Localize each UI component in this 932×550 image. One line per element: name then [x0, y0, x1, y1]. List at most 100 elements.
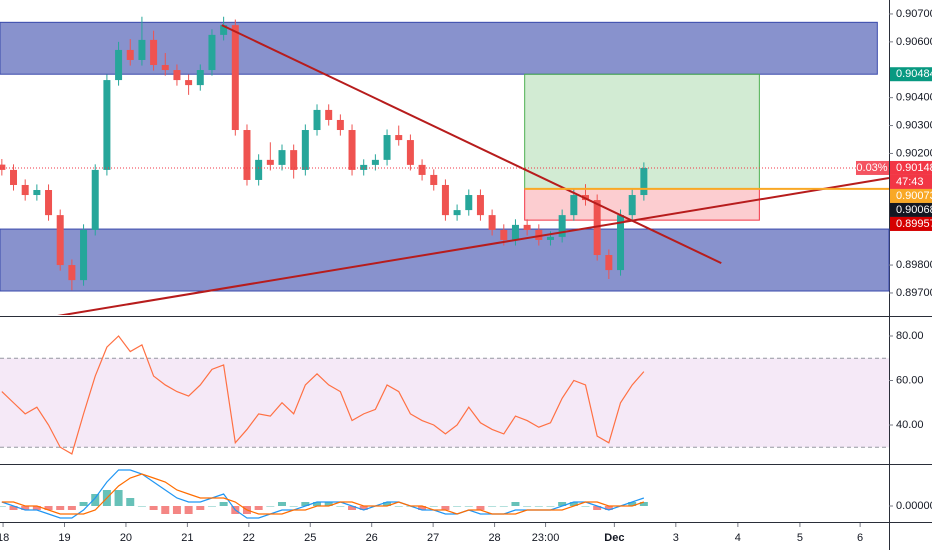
price-tag-label: 0.89957 [896, 218, 932, 230]
candle-body [138, 39, 146, 60]
candle-body [220, 25, 228, 35]
histogram-bar [254, 506, 263, 510]
y-tick-label: 40.00 [896, 419, 924, 431]
price-tag [890, 202, 932, 217]
histogram-bar [0, 506, 6, 507]
x-tick-label: 28 [488, 532, 500, 544]
axis: 80.00 60.00 40.00 [889, 330, 924, 431]
change-label: 0.03% [856, 162, 887, 174]
histogram-bar [32, 506, 41, 510]
histogram-bar [511, 502, 520, 506]
pane [0, 16, 890, 315]
histogram-bar [628, 502, 637, 506]
histogram-bar [114, 490, 123, 506]
histogram-bar [359, 506, 368, 510]
x-tick-label: 3 [673, 532, 679, 544]
candle-body [150, 39, 158, 66]
histogram-bar [569, 502, 578, 506]
candle-body [68, 265, 76, 281]
candle-body [161, 65, 169, 71]
candle-body [395, 135, 403, 141]
candle-body [371, 159, 379, 165]
candle-body [231, 25, 239, 131]
histogram-bar [499, 506, 508, 507]
x-tick-label: 22 [243, 532, 255, 544]
candle-body [523, 224, 531, 230]
price-tag [890, 160, 932, 175]
histogram-bar [313, 502, 322, 506]
candle-body [278, 150, 286, 165]
histogram-bar [219, 502, 228, 506]
histogram-bar [383, 502, 392, 506]
histogram-bar [196, 506, 205, 510]
y-tick-label: 0.00000 [896, 500, 932, 512]
histogram-bar [21, 506, 30, 510]
candle-body [21, 184, 29, 196]
histogram-bar [534, 506, 543, 507]
y-tick-label: 0.90300 [896, 119, 932, 131]
histogram-bar [488, 506, 497, 507]
x-tick-label: 18 [0, 532, 9, 544]
histogram-bar [348, 506, 357, 510]
candle-body [56, 215, 64, 266]
y-tick-label: 60.00 [896, 374, 924, 386]
candle-body [360, 164, 368, 170]
drawn-line [57, 177, 890, 315]
histogram-bar [324, 502, 333, 506]
y-tick-label: 0.89700 [896, 287, 932, 299]
candle-body [546, 236, 554, 240]
countdown-tag [890, 174, 932, 189]
pane [0, 335, 889, 455]
histogram-bar [161, 506, 170, 514]
candle-body [185, 80, 193, 86]
candle-body [313, 109, 321, 131]
candle-body [558, 215, 566, 237]
x-tick-label: 27 [427, 532, 439, 544]
price-tag-label: 0.90073 [896, 190, 932, 202]
candle-body [115, 49, 123, 81]
histogram-bar [277, 502, 286, 506]
rsi-band [0, 358, 889, 448]
candle-body [605, 255, 613, 271]
candle-body [628, 195, 636, 216]
price-tag-label: 0.90068 [896, 204, 932, 216]
histogram-bar [394, 506, 403, 507]
histogram-bar [137, 506, 146, 507]
histogram-bar [91, 494, 100, 506]
histogram-bar [301, 502, 310, 506]
candle-body [348, 130, 356, 170]
histogram-bar [476, 506, 485, 510]
price-tag [890, 188, 932, 203]
candle-body [208, 34, 216, 71]
candle-body [45, 190, 53, 216]
candle-body [640, 167, 648, 196]
x-tick-label: Dec [604, 532, 624, 544]
x-tick-label: 5 [797, 532, 803, 544]
candle-body [10, 169, 18, 185]
histogram-bar [418, 506, 427, 510]
candle-body [465, 195, 473, 211]
candle-body [325, 109, 333, 120]
histogram-bar [441, 506, 450, 510]
candle-body [406, 140, 414, 165]
price-tag-label: 0.90148 [896, 162, 932, 174]
histogram-bar [523, 506, 532, 507]
x-tick-label: 6 [857, 532, 863, 544]
histogram-bar [558, 502, 567, 506]
price-tag [890, 216, 932, 231]
candle-body [593, 200, 601, 256]
x-tick-label: 26 [366, 532, 378, 544]
candle-body [476, 195, 484, 216]
candle-body [103, 80, 111, 170]
candle-body [336, 119, 344, 131]
x-tick-label: 23:00 [532, 532, 560, 544]
histogram-bar [79, 502, 88, 506]
histogram-bar [581, 506, 590, 507]
histogram-bar [453, 506, 462, 507]
histogram-bar [126, 498, 135, 506]
candle-body [80, 229, 88, 281]
candle-body [243, 130, 251, 180]
candle-body [511, 224, 519, 240]
candle-body [126, 49, 134, 60]
axis: 0.00000 [889, 500, 932, 512]
